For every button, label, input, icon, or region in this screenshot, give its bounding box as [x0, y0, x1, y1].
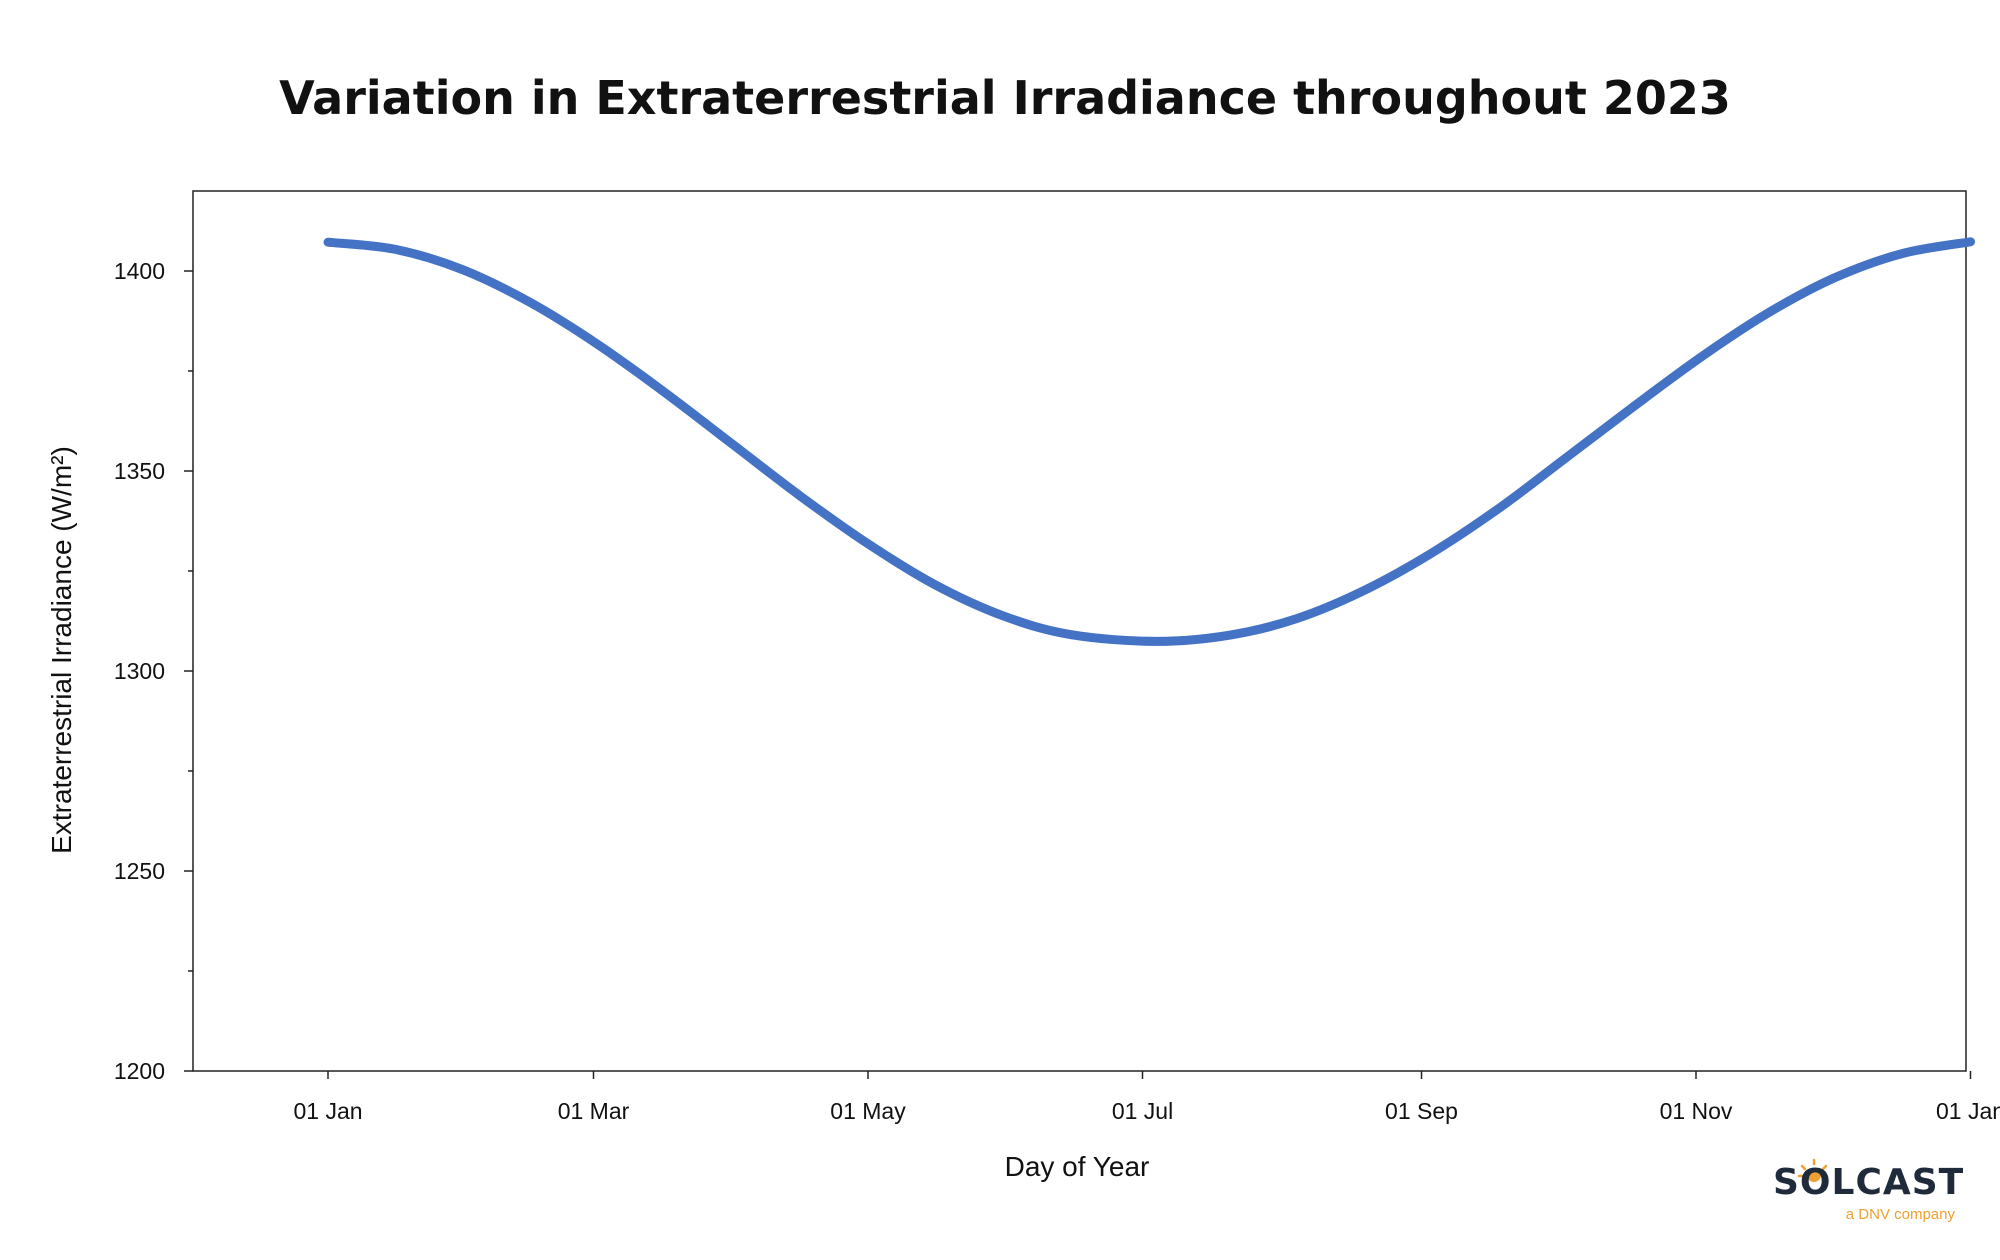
series-layer — [323, 237, 1975, 646]
plot-frame — [192, 190, 1967, 1072]
sun-icon — [1797, 1158, 1828, 1182]
logo-wordmark: SOLCAST — [1773, 1162, 1965, 1203]
x-axis: 01 Jan 01 Mar 01 May 01 Jul 01 Sep 01 Nov 01 J… — [293, 1071, 2000, 1124]
y-tick-label: 1300 — [114, 658, 165, 684]
solcast-logo: SOLCAST a DNV company — [1765, 1158, 1975, 1228]
x-tick-label: 01 Jan — [293, 1098, 362, 1124]
chart-title: Variation in Extraterrestrial Irradiance… — [279, 71, 1731, 125]
x-tick-label: 01 Jan — [1936, 1098, 2000, 1124]
x-axis-label: Day of Year — [1005, 1151, 1150, 1182]
logo-subtitle: a DNV company — [1845, 1206, 1955, 1223]
x-tick-label: 01 Nov — [1660, 1098, 1733, 1124]
x-tick-label: 01 Mar — [558, 1098, 630, 1124]
y-tick-label: 1400 — [114, 258, 165, 284]
irradiance-series-line — [323, 237, 1975, 646]
y-axis: 1200 1250 1300 1350 1400 — [114, 258, 193, 1084]
x-tick-label: 01 Sep — [1385, 1098, 1458, 1124]
y-tick-label: 1200 — [114, 1058, 165, 1084]
y-tick-label: 1250 — [114, 858, 165, 884]
y-axis-label: Extraterrestrial Irradiance (W/m²) — [46, 446, 77, 854]
y-tick-label: 1350 — [114, 458, 165, 484]
x-tick-label: 01 May — [830, 1098, 906, 1124]
x-tick-label: 01 Jul — [1112, 1098, 1173, 1124]
